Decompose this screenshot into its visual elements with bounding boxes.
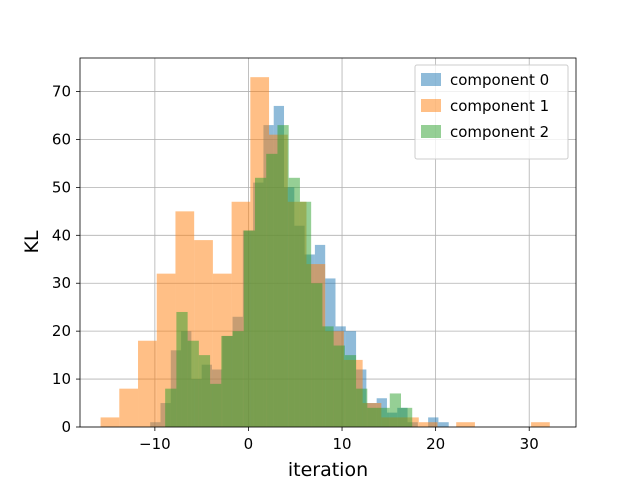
histogram-bar-series-1 (138, 340, 157, 427)
x-tick-label: 30 (520, 435, 539, 453)
histogram-bar-series-2 (198, 355, 211, 427)
legend: component 0 component 1 component 2 (414, 64, 569, 160)
y-tick-label: 20 (52, 322, 71, 340)
x-axis-label: iteration (288, 459, 368, 480)
histogram-bar-series-2 (378, 407, 390, 427)
legend-label: component 1 (450, 97, 549, 115)
histogram-bar-series-2 (255, 177, 267, 427)
histogram-bars (100, 77, 550, 428)
histogram-bar-series-1 (418, 422, 438, 427)
y-tick-label: 60 (52, 130, 71, 148)
histogram-bar-series-2 (356, 388, 368, 427)
y-tick-label: 30 (52, 274, 71, 292)
histogram-bar-series-2 (344, 355, 357, 427)
histogram-bar-series-2 (400, 407, 413, 427)
histogram-bar-series-2 (299, 201, 312, 427)
y-tick-label: 70 (52, 83, 71, 101)
x-axis-ticks: −10 0 10 20 30 (139, 427, 539, 453)
legend-swatch (421, 99, 441, 112)
legend-label: component 0 (450, 71, 549, 89)
y-tick-label: 50 (52, 178, 71, 196)
x-tick-label: 20 (426, 435, 445, 453)
histogram-bar-series-2 (232, 331, 244, 427)
y-axis-label: KL (21, 230, 43, 253)
histogram-bar-series-2 (210, 383, 222, 427)
histogram-bar-series-1 (456, 422, 475, 427)
histogram-bar-series-2 (311, 283, 323, 427)
y-tick-label: 40 (52, 226, 71, 244)
histogram-bar-series-2 (277, 125, 289, 427)
histogram-bar-series-2 (221, 335, 233, 427)
legend-box (414, 64, 569, 160)
x-tick-label: −10 (139, 435, 171, 453)
histogram-bar-series-2 (243, 230, 256, 427)
histogram-bar-series-1 (119, 388, 139, 427)
y-tick-label: 10 (52, 370, 71, 388)
histogram-bar-series-2 (367, 407, 379, 427)
plot-frame (79, 57, 577, 428)
histogram-bar-series-2 (266, 153, 278, 427)
histogram-bar-series-2 (165, 388, 177, 427)
legend-swatch (421, 73, 441, 86)
histogram-bar-series-1 (531, 422, 550, 427)
histogram-bar-series-2 (176, 311, 188, 427)
y-tick-label: 0 (61, 418, 71, 436)
histogram-bar-series-2 (187, 340, 199, 427)
x-tick-label: 0 (244, 435, 254, 453)
legend-label: component 2 (450, 123, 549, 141)
y-axis-ticks: 0 10 20 30 40 50 60 70 (52, 83, 80, 436)
histogram-bar-series-2 (389, 393, 401, 427)
histogram-bar-series-2 (322, 326, 334, 427)
histogram-bar-series-1 (100, 417, 120, 427)
x-tick-label: 10 (332, 435, 351, 453)
histogram-bar-series-2 (288, 177, 300, 427)
histogram-bar-series-0 (438, 422, 449, 427)
legend-swatch (421, 125, 441, 138)
histogram-bar-series-2 (333, 345, 345, 427)
